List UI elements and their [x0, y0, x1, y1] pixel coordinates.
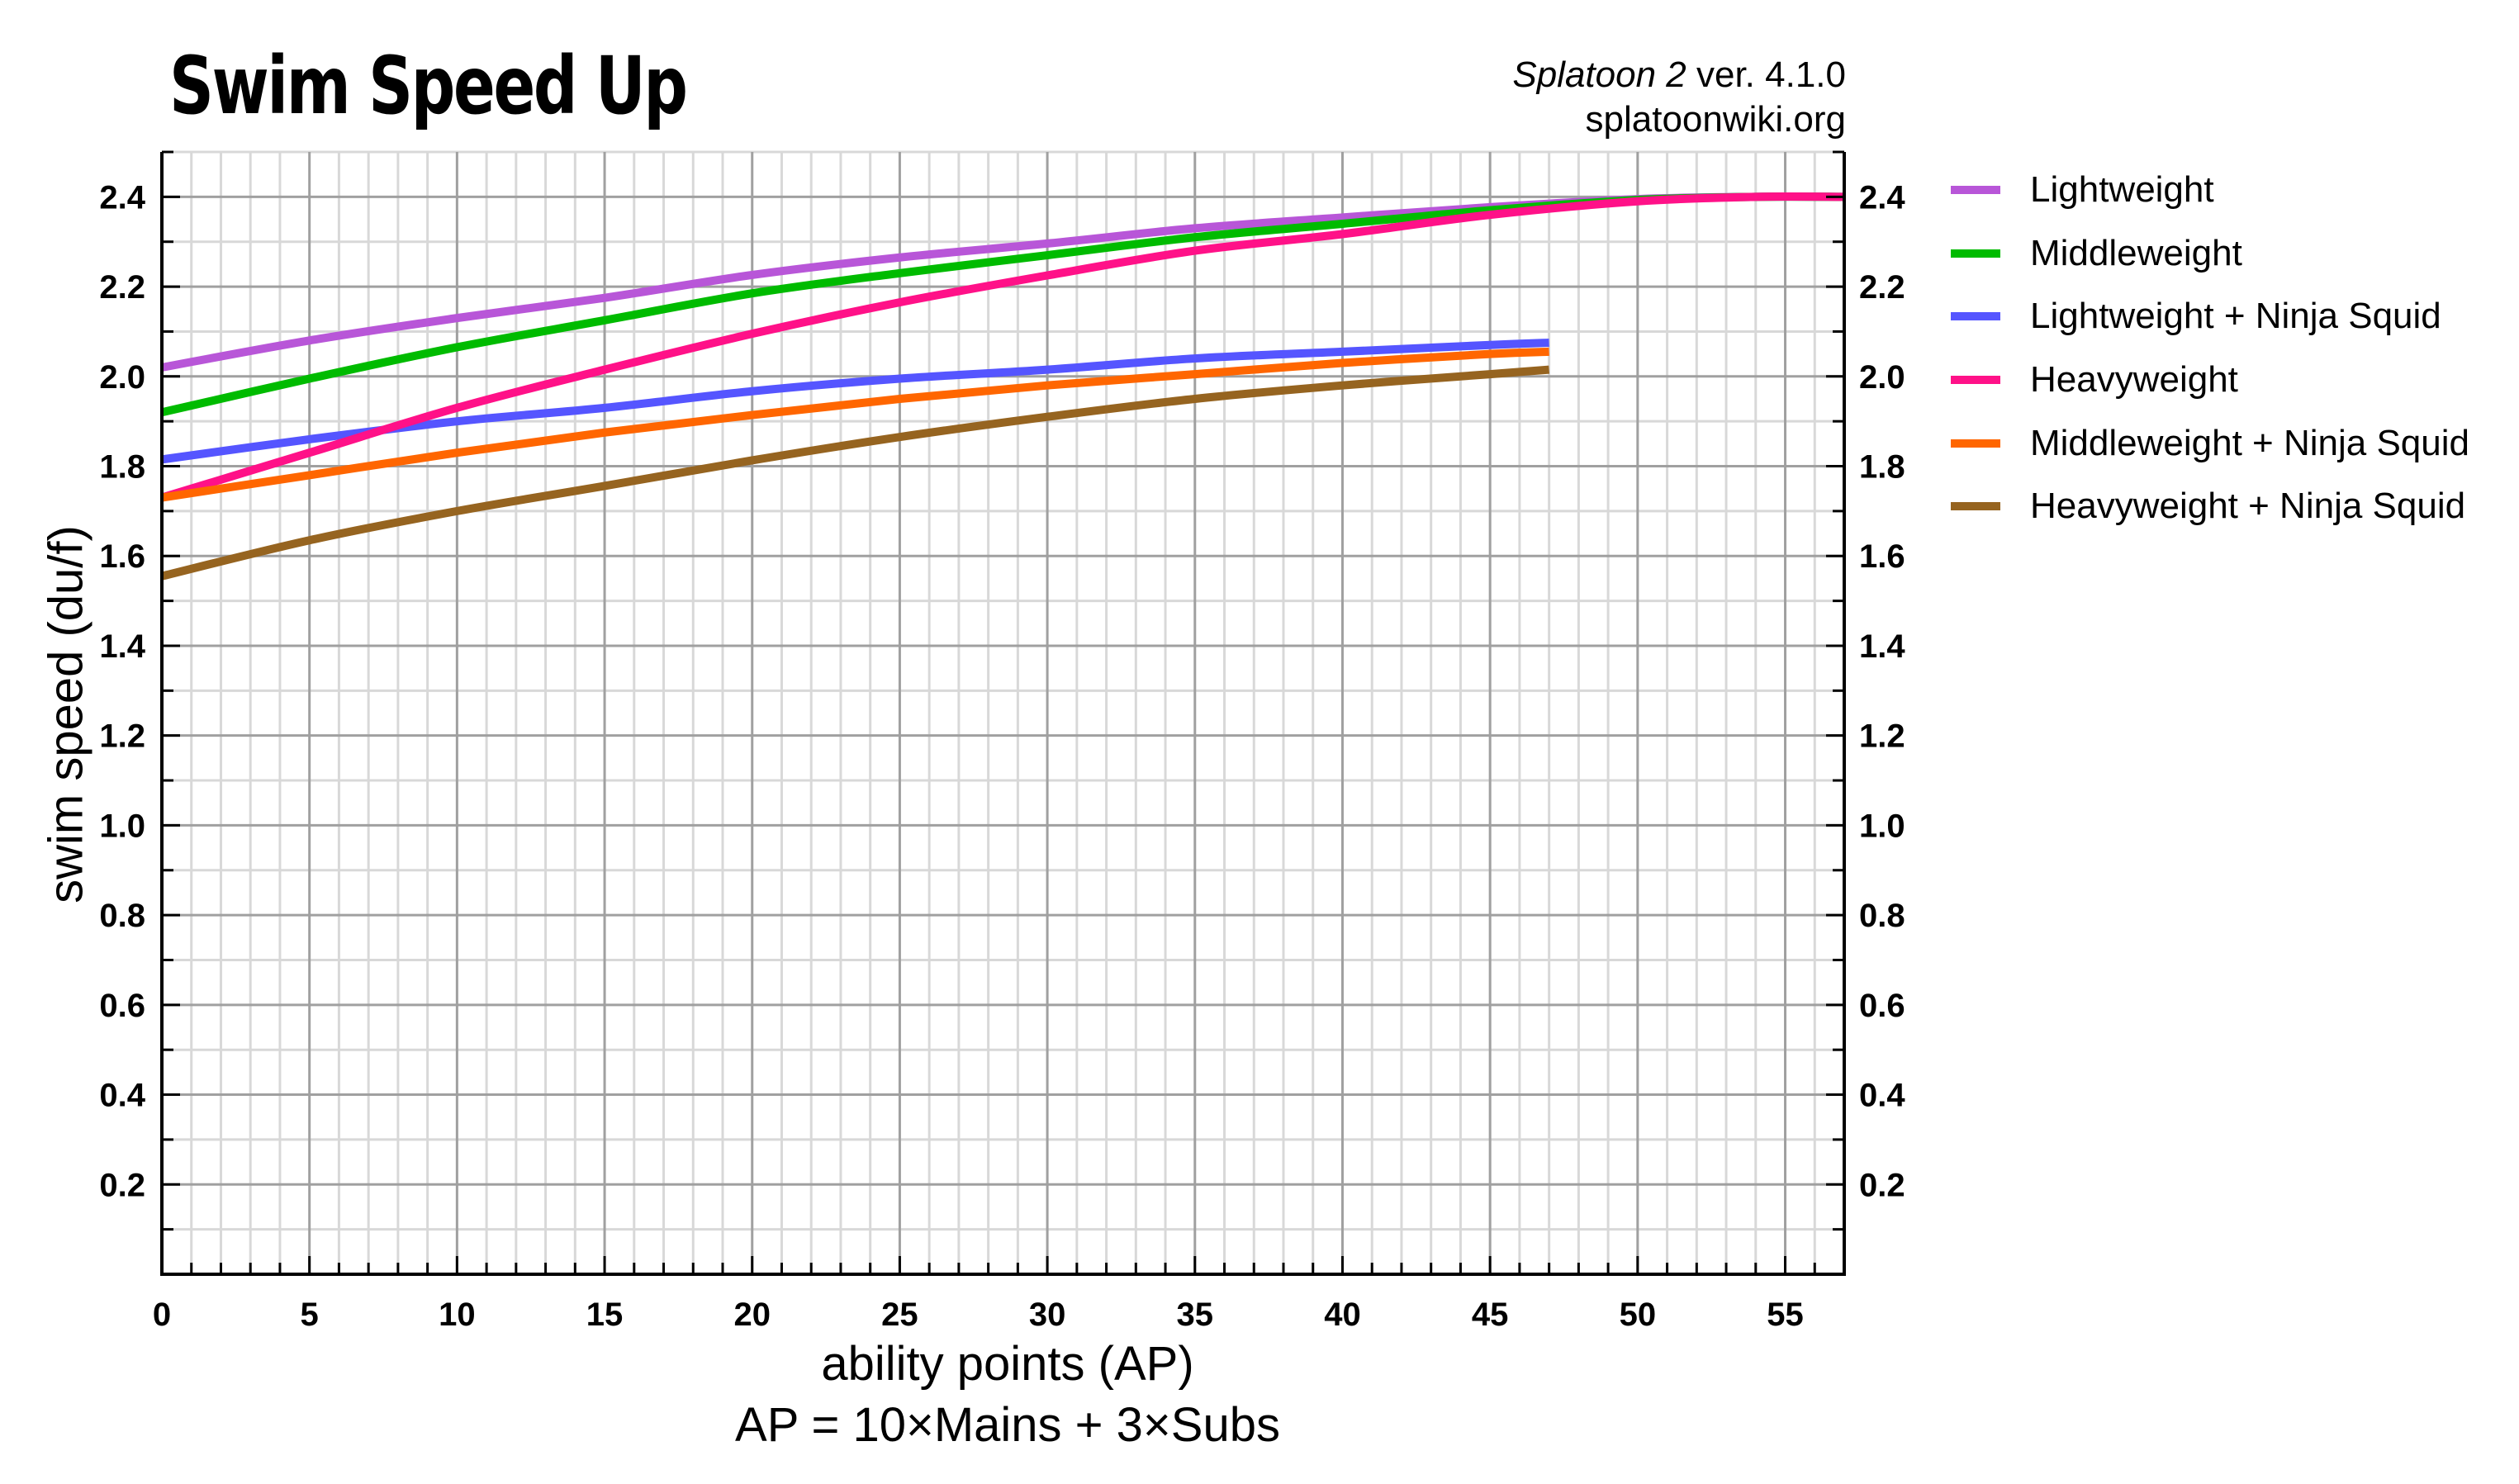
y-tick-label-right: 1.4 [1859, 628, 1905, 665]
y-tick-label-left: 1.2 [99, 718, 145, 755]
x-axis-formula: AP = 10×Mains + 3×Subs [735, 1398, 1280, 1452]
x-tick-label: 10 [439, 1297, 476, 1333]
legend-item: Lightweight [1951, 159, 2469, 222]
y-tick-label-right: 2.4 [1859, 179, 1905, 216]
series-line-heavyweight-ninja-squid [160, 365, 1550, 581]
legend-swatch-icon [1951, 502, 2000, 511]
x-tick-label: 15 [586, 1297, 624, 1333]
y-tick-label-left: 0.8 [99, 898, 145, 934]
y-tick-label-left: 2.0 [99, 359, 145, 396]
version-label: ver. 4.1.0 [1686, 55, 1846, 95]
legend-swatch-icon [1951, 312, 2000, 321]
y-tick-label-right: 2.2 [1859, 269, 1905, 306]
y-tick-label-left: 0.4 [99, 1078, 145, 1114]
y-tick-label-right: 0.4 [1859, 1078, 1905, 1114]
legend-label: Middleweight + Ninja Squid [2030, 422, 2469, 463]
y-tick-label-left: 1.6 [99, 538, 145, 575]
source-label: splatoonwiki.org [1585, 99, 1847, 140]
y-tick-label-left: 1.8 [99, 449, 145, 486]
x-tick-label: 20 [733, 1297, 771, 1333]
y-tick-label-left: 2.4 [99, 179, 145, 216]
y-tick-label-right: 1.6 [1859, 538, 1905, 575]
series-line-middleweight [160, 192, 1845, 417]
x-tick-label: 45 [1472, 1297, 1509, 1333]
x-tick-label: 50 [1620, 1297, 1657, 1333]
x-tick-label: 55 [1767, 1297, 1804, 1333]
minor-grid [162, 150, 1844, 1274]
series-line-middleweight-ninja-squid [161, 347, 1549, 502]
x-tick-label: 25 [881, 1297, 918, 1333]
y-tick-label-right: 0.6 [1859, 988, 1905, 1024]
legend-item: Middleweight + Ninja Squid [1951, 411, 2469, 475]
legend-swatch-icon [1951, 186, 2000, 195]
x-tick-label: 30 [1029, 1297, 1066, 1333]
y-tick-label-right: 0.2 [1859, 1167, 1905, 1203]
x-tick-label: 0 [153, 1297, 171, 1333]
legend-label: Lightweight [2030, 169, 2214, 211]
y-tick-label-left: 1.0 [99, 808, 145, 844]
axis-ticks [162, 150, 1844, 1274]
series-line-heavyweight [160, 192, 1845, 502]
legend-swatch-icon [1951, 249, 2000, 258]
legend: Lightweight Middleweight Lightweight + Nin… [1951, 159, 2469, 538]
x-tick-label: 5 [301, 1297, 319, 1333]
legend-item: Heavyweight [1951, 348, 2469, 412]
y-tick-label-left: 1.4 [99, 628, 145, 665]
y-tick-label-right: 0.8 [1859, 898, 1905, 934]
legend-item: Middleweight [1951, 222, 2469, 286]
legend-swatch-icon [1951, 439, 2000, 448]
legend-label: Heavyweight [2030, 359, 2238, 401]
y-tick-label-left: 2.2 [99, 269, 145, 306]
legend-label: Lightweight + Ninja Squid [2030, 296, 2441, 337]
game-version: Splatoon 2 ver. 4.1.0 [1512, 55, 1846, 96]
game-name: Splatoon 2 [1512, 55, 1686, 95]
major-grid [162, 152, 1844, 1274]
y-tick-label-right: 1.8 [1859, 449, 1905, 486]
chart-title: Swim Speed Up [169, 40, 688, 132]
y-tick-label-right: 1.2 [1859, 718, 1905, 755]
y-axis-label: swim speed (du/f) [39, 525, 93, 903]
legend-swatch-icon [1951, 376, 2000, 385]
legend-label: Middleweight [2030, 232, 2242, 273]
plot-frame [160, 152, 1846, 1276]
series-lines [160, 192, 1845, 581]
y-tick-label-left: 0.6 [99, 988, 145, 1024]
x-tick-label: 40 [1324, 1297, 1361, 1333]
y-tick-label-right: 2.0 [1859, 359, 1905, 396]
legend-item: Lightweight + Ninja Squid [1951, 285, 2469, 348]
y-tick-label-right: 1.0 [1859, 808, 1905, 844]
legend-label: Heavyweight + Ninja Squid [2030, 486, 2466, 527]
x-tick-label: 35 [1177, 1297, 1214, 1333]
y-tick-label-left: 0.2 [99, 1167, 145, 1203]
legend-item: Heavyweight + Ninja Squid [1951, 475, 2469, 538]
x-axis-label: ability points (AP) [821, 1337, 1194, 1391]
axis-tick-labels: 0 5 10 15 20 25 30 35 40 45 50 55 0.2 0.2 0.4 0.4 0.6 0.6… [99, 179, 1905, 1333]
